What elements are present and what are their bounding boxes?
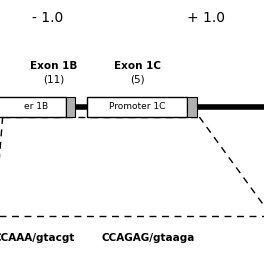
Text: er 1B: er 1B bbox=[23, 102, 48, 111]
Bar bbox=[187, 97, 197, 117]
Text: (11): (11) bbox=[44, 74, 65, 84]
Bar bbox=[0, 97, 66, 117]
Text: CCAGAG/gtaaga: CCAGAG/gtaaga bbox=[101, 233, 195, 243]
Text: Promoter 1C: Promoter 1C bbox=[109, 102, 166, 111]
Bar bbox=[87, 97, 187, 117]
Text: - 1.0: - 1.0 bbox=[32, 11, 63, 26]
Text: + 1.0: + 1.0 bbox=[187, 11, 225, 26]
Bar bbox=[66, 97, 75, 117]
Text: Exon 1B: Exon 1B bbox=[30, 61, 78, 71]
Text: CCAAA/gtacgt: CCAAA/gtacgt bbox=[0, 233, 75, 243]
Text: Exon 1C: Exon 1C bbox=[114, 61, 161, 71]
Text: (5): (5) bbox=[130, 74, 145, 84]
